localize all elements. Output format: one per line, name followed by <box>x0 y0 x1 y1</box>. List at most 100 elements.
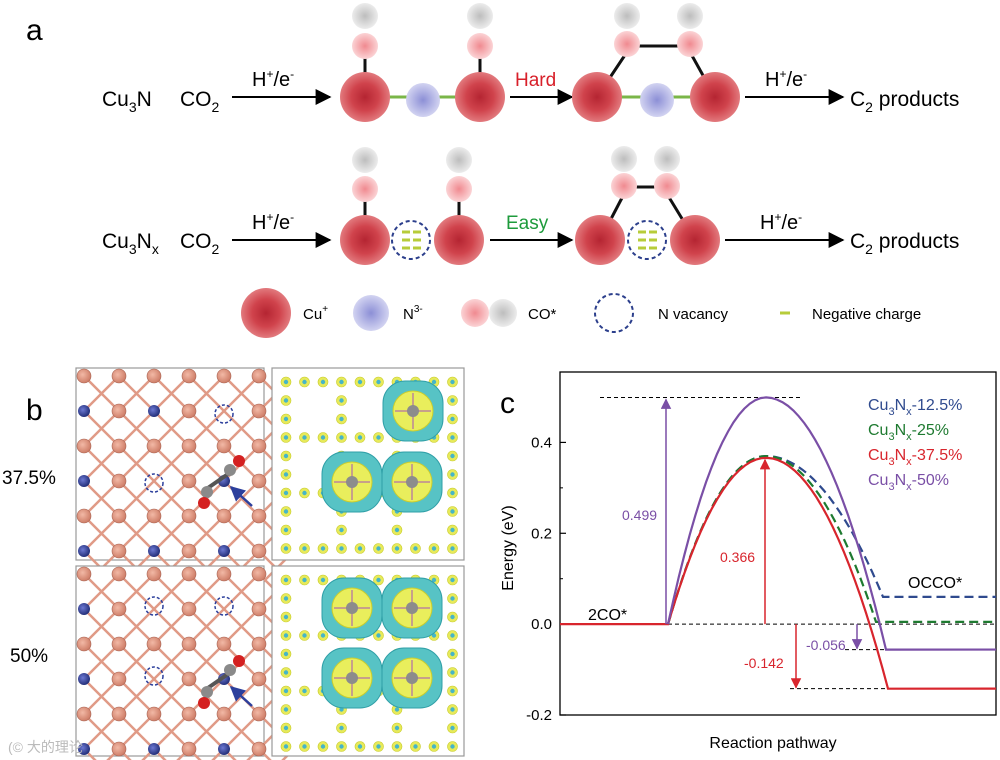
cu-atom <box>181 671 197 687</box>
n-atom <box>148 743 160 755</box>
n-vacancy <box>391 220 431 260</box>
cu-atom <box>146 508 162 524</box>
pointer-arrow <box>229 485 253 507</box>
cu-cu-bond <box>188 608 225 645</box>
density-core <box>450 416 455 422</box>
vacancy-marker <box>144 596 164 616</box>
cu-cu-bond <box>223 375 260 412</box>
co-o-atom <box>467 33 493 59</box>
n-atom <box>406 83 440 117</box>
density-core <box>394 725 400 731</box>
n-atom <box>78 673 90 685</box>
cu-atom <box>251 741 267 757</box>
cu-cu-bond <box>83 480 120 517</box>
cu-cu-bond <box>83 573 120 610</box>
cu-cu-bond <box>153 410 190 447</box>
vacancy-marker <box>214 404 234 424</box>
density-core <box>357 379 363 385</box>
vacancy-marker <box>144 666 164 686</box>
cu-cu-bond <box>188 713 225 750</box>
cu-atom <box>181 636 197 652</box>
row2: Cu3Nx CO2 H+/e- Easy <box>102 146 959 265</box>
panel-label-c: c <box>500 387 515 420</box>
cu-cu-bond <box>141 748 155 760</box>
cu-cu-bond <box>83 678 120 715</box>
vacancy-site <box>407 405 419 417</box>
oxygen-atom <box>198 497 210 509</box>
density-core <box>357 744 363 749</box>
cu-atom <box>111 438 127 454</box>
row1-mid-label: Hard <box>515 70 556 91</box>
density-core <box>450 596 455 601</box>
cu-atom <box>111 601 127 617</box>
energy-chart: -0.2 0.0 0.2 0.4 0.499 0.366 -0.056 -0.142 Rea… <box>500 371 997 752</box>
density-core <box>339 725 344 731</box>
cu-atom <box>251 601 267 617</box>
co-o-atom <box>677 31 703 57</box>
cu-cu-bond <box>118 410 155 447</box>
density-core <box>283 416 289 422</box>
cu-atom <box>181 706 197 722</box>
cu-cu-bond <box>118 375 155 412</box>
legend-entry-3: Cu3Nx-50% <box>868 472 949 493</box>
density-core <box>431 577 437 583</box>
density-core <box>302 577 307 583</box>
negative-charge <box>402 230 421 250</box>
co-c-atom <box>467 3 493 29</box>
cu-atom <box>111 543 127 559</box>
cu-atom <box>216 438 232 454</box>
density-core <box>283 633 289 638</box>
n-atom <box>78 743 90 755</box>
cu-atom <box>572 72 622 122</box>
co-o-atom <box>352 176 378 202</box>
density-core <box>450 379 455 385</box>
n-atom <box>78 603 90 615</box>
charge-density-50 <box>271 565 465 757</box>
x-axis-label: Reaction pathway <box>709 735 836 752</box>
density-core <box>431 546 437 551</box>
cu-cu-bond <box>153 748 167 760</box>
vacancy-site <box>406 476 418 488</box>
cu-atom <box>111 566 127 582</box>
row1-material: Cu3N <box>102 88 152 115</box>
oxygen-atom <box>233 455 245 467</box>
co-c-atom <box>614 3 640 29</box>
n-atom <box>218 545 230 557</box>
cu-atom <box>111 368 127 384</box>
density-core <box>450 688 455 694</box>
cu-cu-bond <box>118 678 155 715</box>
density-core <box>283 577 289 583</box>
carbon-atom <box>224 664 236 676</box>
cu-cu-bond <box>223 608 260 645</box>
cu-atom <box>251 403 267 419</box>
annotation-0142: -0.142 <box>744 655 784 671</box>
cu-cu-bond <box>223 748 237 760</box>
cu-atom <box>251 508 267 524</box>
cu-atom <box>111 403 127 419</box>
plot-frame <box>559 371 997 716</box>
legend-n-label: N3- <box>403 304 423 323</box>
density-core <box>450 490 455 496</box>
cu-cu-bond <box>223 515 260 552</box>
density-core <box>283 651 289 657</box>
cu-atom <box>216 706 232 722</box>
cu-atom <box>251 566 267 582</box>
cu-atom <box>216 508 232 524</box>
cu-atom <box>455 72 505 122</box>
cu-atom <box>251 368 267 384</box>
final-state-label: OCCO* <box>908 575 962 592</box>
density-core <box>320 546 326 551</box>
row1: Cu3N CO2 H+/e- Hard H+/e- C2 products <box>102 3 959 122</box>
row1-step1: H+/e- <box>252 67 294 91</box>
cu-cu-bond <box>153 445 190 482</box>
legend-cu-label: Cu+ <box>303 304 328 323</box>
row2-mid-label: Easy <box>506 213 549 234</box>
cu-atom <box>181 741 197 757</box>
density-core <box>376 379 381 385</box>
cu-atom <box>76 368 92 384</box>
density-core <box>320 577 326 583</box>
y-axis-label: Energy (eV) <box>500 505 517 590</box>
carbon-atom <box>201 686 213 698</box>
vacancy-marker <box>214 596 234 616</box>
density-core <box>283 670 289 675</box>
